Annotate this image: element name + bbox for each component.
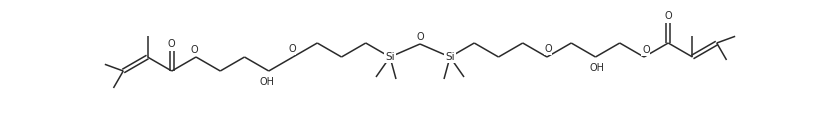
Text: O: O bbox=[288, 44, 296, 54]
Text: Si: Si bbox=[445, 52, 454, 62]
Text: O: O bbox=[544, 44, 552, 54]
Text: O: O bbox=[664, 11, 672, 21]
Text: O: O bbox=[416, 32, 424, 42]
Text: Si: Si bbox=[386, 52, 395, 62]
Text: O: O bbox=[168, 39, 176, 49]
Text: O: O bbox=[642, 45, 650, 55]
Text: OH: OH bbox=[590, 63, 605, 73]
Text: OH: OH bbox=[260, 77, 274, 87]
Text: O: O bbox=[190, 45, 198, 55]
